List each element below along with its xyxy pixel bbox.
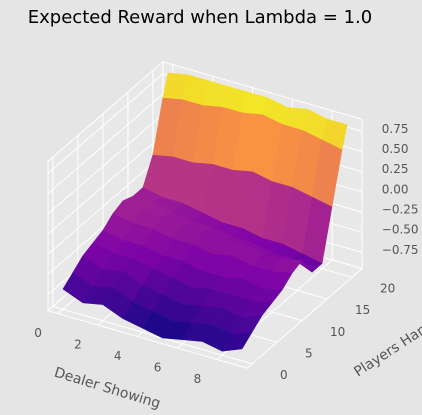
chart-title: Expected Reward when Lambda = 1.0	[28, 7, 372, 28]
grid-line	[47, 93, 164, 195]
x-tick-label: 0	[34, 326, 42, 340]
grid-line	[47, 134, 164, 235]
y-tick-label: 5	[305, 347, 313, 361]
y-axis-label: Players Hand	[351, 317, 422, 381]
y-tick-label: 0	[280, 368, 288, 382]
grid-line	[52, 305, 253, 365]
grid-line	[47, 113, 164, 215]
surface-face	[321, 118, 348, 150]
x-tick-label: 8	[194, 372, 202, 386]
grid-line	[47, 154, 164, 255]
x-tick-label: 2	[74, 338, 82, 352]
x-tick-label: 6	[154, 361, 162, 375]
surface-face	[221, 331, 253, 352]
z-tick-label: −0.25	[382, 203, 419, 217]
z-tick-label: 0.00	[382, 182, 409, 196]
z-tick-label: 0.25	[382, 162, 409, 176]
x-axis-label: Dealer Showing	[52, 365, 162, 412]
z-tick-label: 0.50	[382, 142, 409, 156]
y-tick-label: 10	[330, 325, 345, 339]
z-tick-label: 0.75	[382, 122, 409, 136]
y-tick-label: 20	[380, 282, 395, 296]
grid-line	[47, 73, 164, 174]
y-tick-label: 15	[355, 303, 370, 317]
z-tick-label: −0.50	[382, 223, 419, 237]
x-tick-label: 4	[114, 349, 122, 363]
z-tick-label: −0.75	[382, 243, 419, 257]
